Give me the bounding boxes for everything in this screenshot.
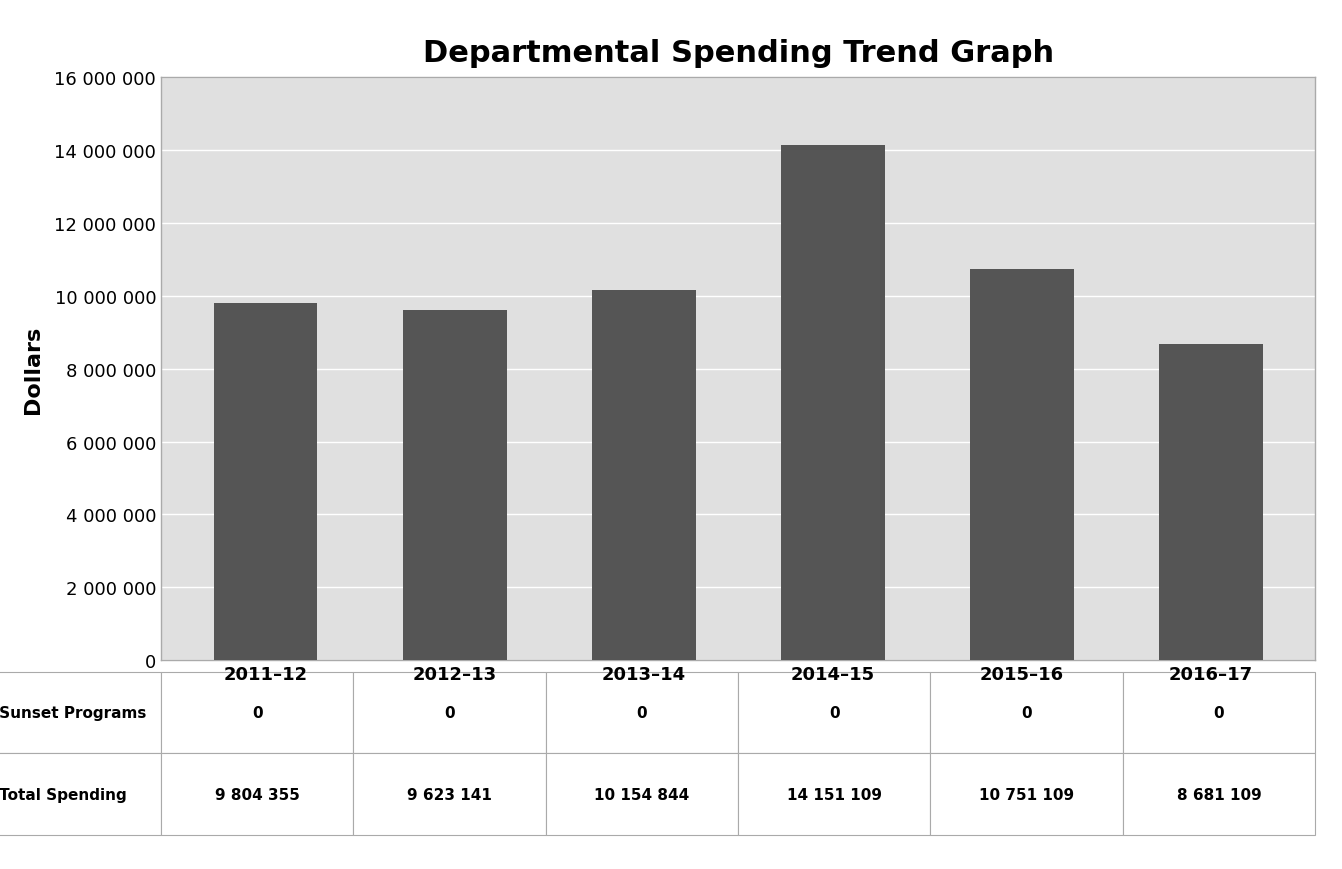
Bar	[403, 310, 506, 660]
Bar	[970, 269, 1074, 660]
Bar	[1158, 344, 1263, 660]
Bar	[592, 291, 695, 660]
Bar	[781, 145, 884, 660]
Title: Departmental Spending Trend Graph: Departmental Spending Trend Graph	[423, 38, 1053, 68]
Y-axis label: Dollars: Dollars	[23, 325, 43, 414]
Bar	[213, 303, 318, 660]
